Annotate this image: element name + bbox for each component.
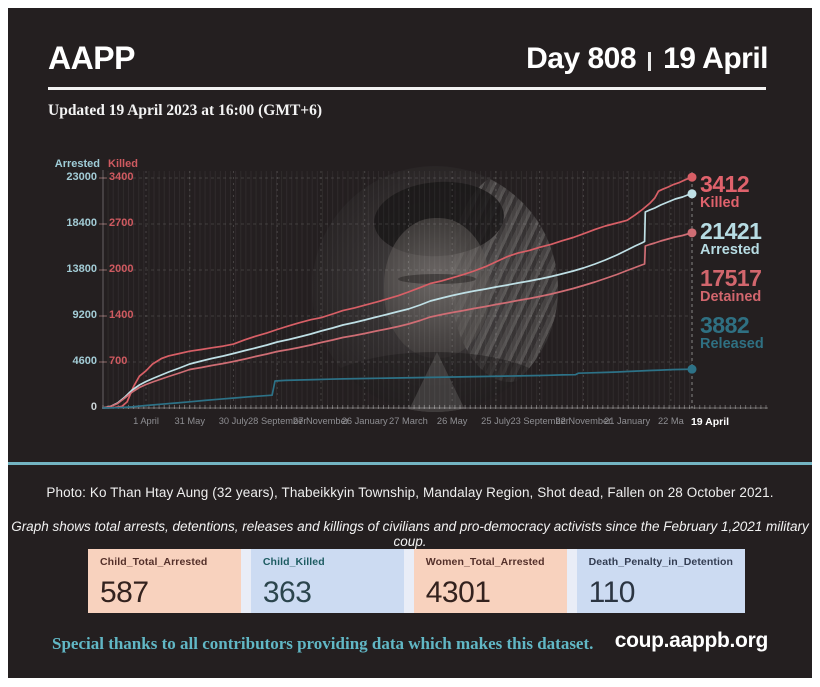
stat-child-killed: Child_Killed 363 [250, 549, 404, 613]
end-label-name: Detained [700, 289, 762, 305]
stat-box-row: Child_Total_Arrested 587 Child_Killed 36… [88, 549, 746, 613]
updated-timestamp: Updated 19 April 2023 at 16:00 (GMT+6) [48, 102, 323, 119]
stat-label: Child_Killed [262, 556, 325, 568]
killed-tick-label: 2000 [109, 263, 134, 275]
photo-face [384, 218, 490, 358]
header-date: 19 April [663, 42, 768, 75]
stat-label: Death_Penalty_in_Detention [588, 556, 734, 568]
killed-tick-label: 3400 [109, 171, 134, 183]
x-axis-label: 28 September [248, 416, 307, 426]
end-label-killed: 3412 Killed [700, 172, 815, 211]
photo-brow [398, 274, 476, 284]
x-axis-label: 27 March [389, 416, 428, 426]
end-label-value: 3412 [700, 171, 750, 197]
x-axis-label: 26 May [436, 416, 468, 426]
stat-child-total-arrested: Child_Total_Arrested 587 [88, 549, 241, 613]
end-label-released: 3882 Released [700, 313, 815, 352]
x-axis-label: 21 January [604, 416, 651, 426]
series-end-labels: 3412 Killed 21421 Arrested 17517 Detained 3882… [700, 172, 815, 360]
header-rule [48, 87, 766, 90]
stat-women-total-arrested: Women_Total_Arrested 4301 [413, 549, 567, 613]
x-axis-label: 25 July [481, 416, 511, 426]
stat-value: 4301 [425, 576, 491, 609]
x-axis-label: 22 Ma [657, 416, 684, 426]
stat-death-penalty-in-detention: Death_Penalty_in_Detention 110 [576, 549, 746, 613]
x-axis-label: 31 May [174, 416, 205, 426]
day-number: Day 808 [526, 42, 637, 75]
end-label-name: Arrested [700, 242, 760, 258]
killed-tick-label: 700 [109, 355, 128, 367]
end-label-detained: 17517 Detained [700, 266, 815, 305]
end-label-value: 21421 [700, 218, 762, 244]
end-label-name: Released [700, 336, 764, 352]
x-axis-labels: 1 April 31 May 30 July 28 September 27 Novem… [0, 416, 820, 430]
x-axis-label: 1 April [133, 416, 159, 426]
graph-note: Graph shows total arrests, detentions, r… [11, 519, 809, 549]
arrested-tick-label: 4600 [72, 355, 97, 367]
x-axis-label: 26 January [341, 416, 388, 426]
day-counter: Day 808 19 April [526, 42, 768, 76]
brand-title: AAPP [48, 40, 135, 76]
arrested-tick-label: 23000 [66, 171, 97, 183]
x-axis-label-final: 19 April [690, 416, 730, 428]
teal-divider [8, 462, 812, 465]
website-url: coup.aappb.org [614, 629, 769, 652]
killed-tick-label: 2700 [109, 217, 134, 229]
x-axis-label: 22 November [555, 416, 612, 426]
stat-value: 587 [100, 576, 149, 609]
x-axis-label: 27 November [293, 416, 349, 426]
victim-portrait-photo [312, 166, 558, 412]
killed-axis-title: Killed [108, 158, 138, 170]
arrested-tick-label: 18400 [66, 217, 97, 229]
thanks-text: Special thanks to all contributors provi… [52, 634, 594, 653]
stat-value: 363 [262, 576, 312, 609]
stat-label: Women_Total_Arrested [425, 556, 545, 568]
x-axis-label: 23 September [510, 416, 569, 426]
stat-label: Child_Total_Arrested [100, 556, 208, 568]
zero-tick-label: 0 [90, 401, 97, 413]
header-separator [648, 51, 652, 71]
end-label-arrested: 21421 Arrested [700, 219, 815, 258]
x-axis-label: 30 July [218, 416, 249, 426]
stat-value: 110 [588, 576, 636, 609]
arrested-tick-label: 9200 [72, 309, 97, 321]
killed-tick-label: 1400 [109, 309, 134, 321]
end-label-name: Killed [700, 195, 740, 211]
end-label-value: 17517 [700, 265, 762, 291]
arrested-axis-title: Arrested [54, 158, 100, 170]
photo-caption: Photo: Ko Than Htay Aung (32 years), Tha… [46, 485, 774, 500]
end-label-value: 3882 [700, 312, 750, 338]
arrested-tick-label: 13800 [66, 263, 97, 275]
